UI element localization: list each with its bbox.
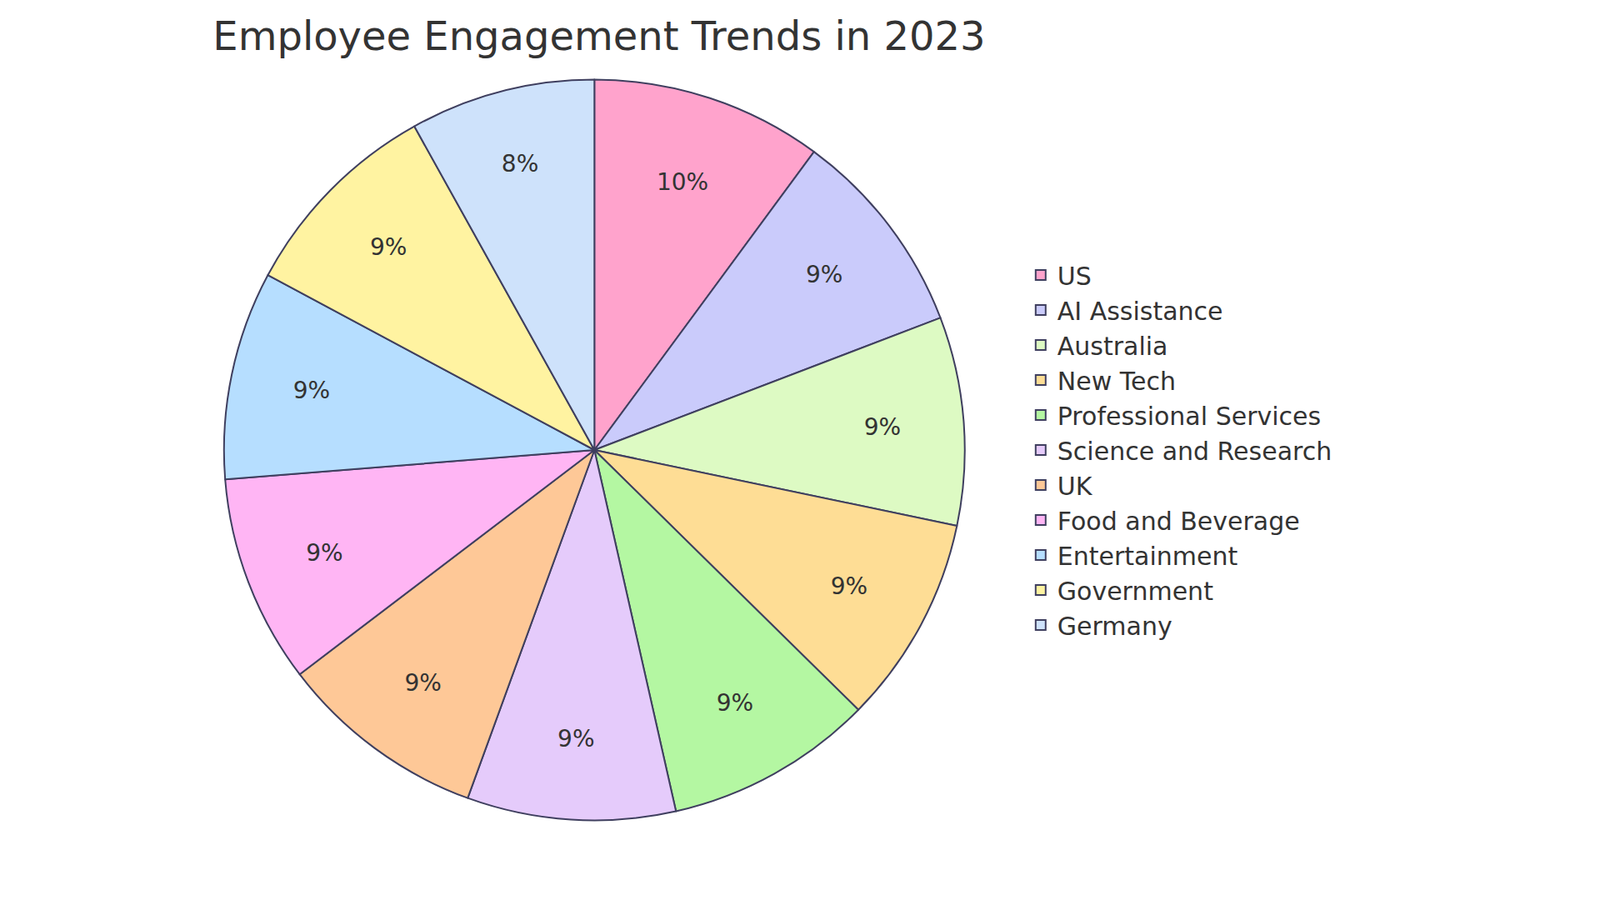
- svg-text:9%: 9%: [557, 725, 595, 753]
- svg-text:Employee Engagement Trends in: Employee Engagement Trends in 2023: [212, 12, 985, 60]
- svg-text:9%: 9%: [830, 572, 868, 600]
- svg-text:Australia: Australia: [1057, 331, 1169, 361]
- svg-text:AI Assistance: AI Assistance: [1057, 296, 1224, 326]
- svg-text:Science and Research: Science and Research: [1057, 436, 1332, 466]
- svg-text:Germany: Germany: [1057, 611, 1173, 641]
- svg-text:9%: 9%: [404, 669, 441, 697]
- svg-text:8%: 8%: [501, 150, 539, 178]
- svg-text:10%: 10%: [656, 168, 709, 196]
- svg-text:9%: 9%: [805, 260, 843, 289]
- svg-text:9%: 9%: [716, 689, 754, 717]
- svg-text:New Tech: New Tech: [1057, 366, 1176, 396]
- svg-text:Food and Beverage: Food and Beverage: [1057, 506, 1300, 536]
- svg-text:Government: Government: [1057, 576, 1214, 606]
- svg-text:Entertainment: Entertainment: [1057, 541, 1239, 571]
- svg-text:9%: 9%: [864, 413, 901, 441]
- svg-text:UK: UK: [1057, 471, 1094, 501]
- svg-text:9%: 9%: [370, 233, 407, 261]
- svg-text:9%: 9%: [305, 539, 343, 567]
- svg-text:US: US: [1057, 261, 1092, 291]
- svg-text:9%: 9%: [293, 376, 330, 405]
- svg-text:Professional Services: Professional Services: [1057, 401, 1321, 431]
